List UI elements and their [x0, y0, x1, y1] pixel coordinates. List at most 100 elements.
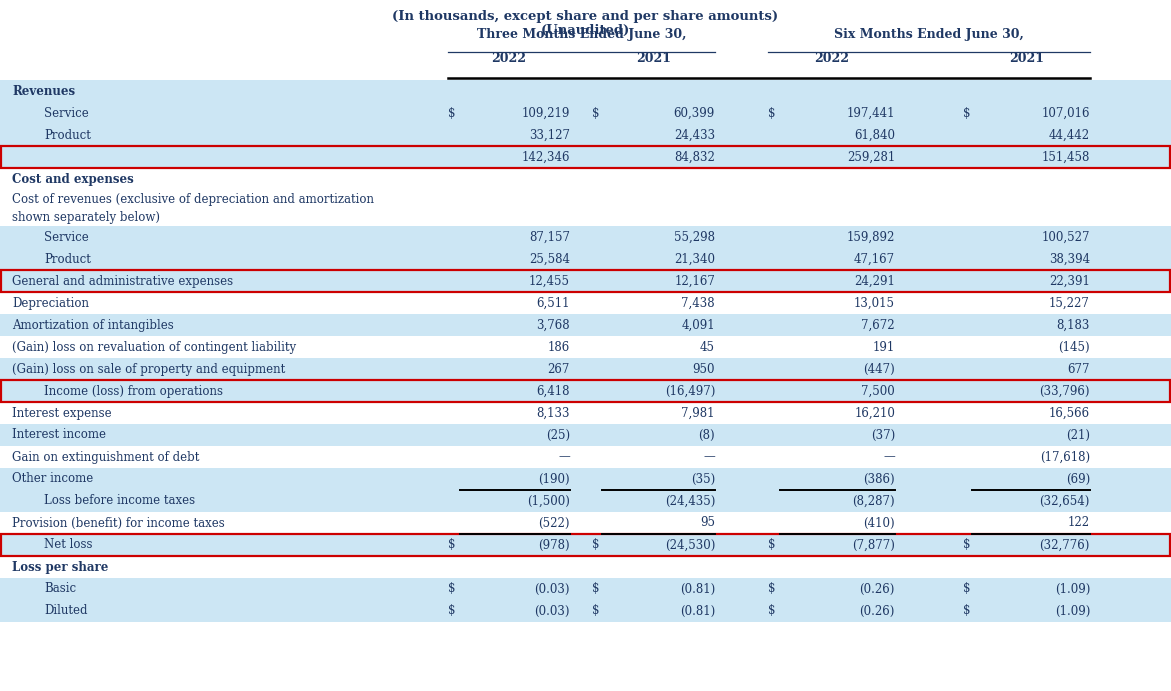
Text: (Unaudited): (Unaudited) — [541, 24, 630, 37]
Bar — [0, 578, 1171, 600]
Text: 12,167: 12,167 — [674, 274, 715, 287]
Text: $: $ — [593, 538, 600, 551]
Text: 7,500: 7,500 — [861, 384, 895, 397]
Text: 7,672: 7,672 — [862, 319, 895, 332]
Text: (69): (69) — [1066, 473, 1090, 486]
Text: (33,796): (33,796) — [1040, 384, 1090, 397]
Text: 95: 95 — [700, 516, 715, 529]
Text: 55,298: 55,298 — [674, 231, 715, 243]
Bar — [0, 424, 1171, 446]
Text: $: $ — [768, 106, 775, 120]
Text: Service: Service — [44, 231, 89, 243]
Text: Loss before income taxes: Loss before income taxes — [44, 495, 196, 507]
Text: (145): (145) — [1059, 341, 1090, 354]
Text: (7,877): (7,877) — [852, 538, 895, 551]
Text: 122: 122 — [1068, 516, 1090, 529]
Text: 267: 267 — [548, 363, 570, 375]
Bar — [0, 102, 1171, 124]
Text: 60,399: 60,399 — [673, 106, 715, 120]
Bar — [1, 380, 1170, 402]
Text: 7,438: 7,438 — [682, 296, 715, 310]
Text: 87,157: 87,157 — [529, 231, 570, 243]
Bar — [1, 534, 1170, 556]
Text: Net loss: Net loss — [44, 538, 93, 551]
Text: Basic: Basic — [44, 583, 76, 596]
Text: Gain on extinguishment of debt: Gain on extinguishment of debt — [12, 451, 199, 464]
Text: 8,133: 8,133 — [536, 406, 570, 419]
Bar — [0, 380, 1171, 402]
Bar — [0, 600, 1171, 622]
Text: 6,511: 6,511 — [536, 296, 570, 310]
Text: $: $ — [593, 605, 600, 618]
Text: $: $ — [768, 583, 775, 596]
Text: 191: 191 — [872, 341, 895, 354]
Bar — [0, 556, 1171, 578]
Text: 7,981: 7,981 — [682, 406, 715, 419]
Text: 159,892: 159,892 — [847, 231, 895, 243]
Text: Cost and expenses: Cost and expenses — [12, 173, 133, 185]
Text: (8): (8) — [698, 428, 715, 442]
Text: (0.26): (0.26) — [860, 605, 895, 618]
Text: —: — — [883, 451, 895, 464]
Text: 61,840: 61,840 — [854, 129, 895, 142]
Bar — [0, 512, 1171, 534]
Text: 2021: 2021 — [636, 52, 671, 65]
Text: 84,832: 84,832 — [674, 151, 715, 164]
Text: Product: Product — [44, 129, 91, 142]
Text: 3,768: 3,768 — [536, 319, 570, 332]
Text: 109,219: 109,219 — [521, 106, 570, 120]
Text: 107,016: 107,016 — [1041, 106, 1090, 120]
Text: Diluted: Diluted — [44, 605, 88, 618]
Bar — [0, 190, 1171, 226]
Text: $: $ — [963, 583, 971, 596]
Text: (410): (410) — [863, 516, 895, 529]
Text: Loss per share: Loss per share — [12, 560, 109, 574]
Text: $: $ — [448, 106, 456, 120]
Text: Three Months Ended June 30,: Three Months Ended June 30, — [477, 28, 686, 41]
Text: Six Months Ended June 30,: Six Months Ended June 30, — [834, 28, 1023, 41]
Text: Product: Product — [44, 252, 91, 265]
Text: 45: 45 — [700, 341, 715, 354]
Text: (16,497): (16,497) — [665, 384, 715, 397]
Text: (32,654): (32,654) — [1040, 495, 1090, 507]
Text: Service: Service — [44, 106, 89, 120]
Text: (447): (447) — [863, 363, 895, 375]
Text: (17,618): (17,618) — [1040, 451, 1090, 464]
Text: 4,091: 4,091 — [682, 319, 715, 332]
Text: 2022: 2022 — [492, 52, 527, 65]
Text: 44,442: 44,442 — [1049, 129, 1090, 142]
Text: $: $ — [593, 106, 600, 120]
Text: General and administrative expenses: General and administrative expenses — [12, 274, 233, 287]
Text: 21,340: 21,340 — [674, 252, 715, 265]
Text: (1,500): (1,500) — [527, 495, 570, 507]
Text: (37): (37) — [871, 428, 895, 442]
Text: (Gain) loss on sale of property and equipment: (Gain) loss on sale of property and equi… — [12, 363, 286, 375]
Bar — [0, 358, 1171, 380]
Text: 33,127: 33,127 — [529, 129, 570, 142]
Bar — [0, 270, 1171, 292]
Text: (190): (190) — [539, 473, 570, 486]
Text: 16,210: 16,210 — [854, 406, 895, 419]
Text: Other income: Other income — [12, 473, 94, 486]
Text: 259,281: 259,281 — [847, 151, 895, 164]
Text: Revenues: Revenues — [12, 84, 75, 97]
Bar — [0, 146, 1171, 168]
Text: (21): (21) — [1066, 428, 1090, 442]
Text: Interest income: Interest income — [12, 428, 107, 442]
Text: Provision (benefit) for income taxes: Provision (benefit) for income taxes — [12, 516, 225, 529]
Bar — [0, 490, 1171, 512]
Text: $: $ — [448, 538, 456, 551]
Text: (522): (522) — [539, 516, 570, 529]
Bar — [0, 292, 1171, 314]
Text: 2021: 2021 — [1009, 52, 1045, 65]
Text: $: $ — [963, 605, 971, 618]
Text: $: $ — [768, 605, 775, 618]
Text: 47,167: 47,167 — [854, 252, 895, 265]
Bar — [1, 146, 1170, 168]
Text: 142,346: 142,346 — [521, 151, 570, 164]
Text: 100,527: 100,527 — [1041, 231, 1090, 243]
Bar — [0, 336, 1171, 358]
Text: (386): (386) — [863, 473, 895, 486]
Text: $: $ — [448, 583, 456, 596]
Bar — [0, 124, 1171, 146]
